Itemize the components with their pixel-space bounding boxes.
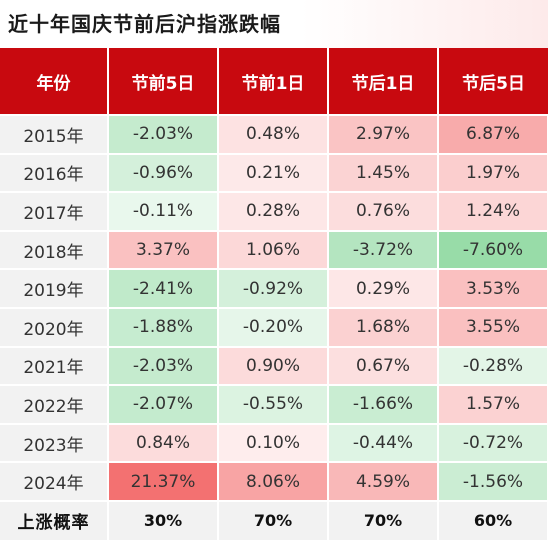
value-cell: -0.11% (108, 192, 219, 232)
summary-value: 30% (108, 500, 219, 540)
value-cell: -0.28% (438, 346, 548, 387)
table-body: 2015年 -2.03% 0.48% 2.97% 6.87% 2016年 -0.96% 0.2… (0, 115, 548, 540)
value-cell: 1.24% (438, 192, 548, 232)
value-cell: 1.97% (438, 153, 548, 194)
value-cell: 4.59% (328, 462, 439, 502)
value-cell: 6.87% (438, 115, 548, 155)
year-cell: 2018年 (0, 230, 109, 271)
header-row: 年份 节前5日 节前1日 节后1日 节后5日 (0, 48, 548, 116)
value-cell: -7.60% (438, 230, 548, 271)
value-cell: 0.21% (218, 153, 329, 194)
year-cell: 2022年 (0, 385, 109, 425)
year-cell: 2015年 (0, 115, 109, 155)
table-row: 2016年 -0.96% 0.21% 1.45% 1.97% (0, 153, 548, 194)
year-cell: 2020年 (0, 307, 109, 348)
value-cell: 1.57% (438, 385, 548, 425)
table-row: 2020年 -1.88% -0.20% 1.68% 3.55% (0, 307, 548, 348)
summary-value: 70% (328, 500, 439, 540)
value-cell: 3.55% (438, 307, 548, 348)
value-cell: 1.68% (328, 307, 439, 348)
year-cell: 2017年 (0, 192, 109, 232)
value-cell: -0.44% (328, 423, 439, 464)
value-cell: 1.06% (218, 230, 329, 271)
table-row: 2015年 -2.03% 0.48% 2.97% 6.87% (0, 115, 548, 155)
table-row: 2023年 0.84% 0.10% -0.44% -0.72% (0, 423, 548, 464)
value-cell: -0.72% (438, 423, 548, 464)
summary-value: 60% (438, 500, 548, 540)
summary-value: 70% (218, 500, 329, 540)
value-cell: -2.03% (108, 115, 219, 155)
value-cell: 21.37% (108, 462, 219, 502)
value-cell: 8.06% (218, 462, 329, 502)
value-cell: -2.41% (108, 269, 219, 309)
value-cell: -1.66% (328, 385, 439, 425)
data-table: 年份 节前5日 节前1日 节后1日 节后5日 2015年 -2.03% 0.48% 2… (0, 48, 548, 540)
value-cell: -2.03% (108, 346, 219, 387)
header-pre5: 节前5日 (108, 48, 219, 116)
year-cell: 2021年 (0, 346, 109, 387)
header-post1: 节后1日 (328, 48, 439, 116)
table-row: 2019年 -2.41% -0.92% 0.29% 3.53% (0, 269, 548, 309)
value-cell: -0.55% (218, 385, 329, 425)
header-year: 年份 (0, 48, 109, 116)
year-cell: 2024年 (0, 462, 109, 502)
year-cell: 2016年 (0, 153, 109, 194)
value-cell: 0.48% (218, 115, 329, 155)
value-cell: 0.29% (328, 269, 439, 309)
value-cell: -2.07% (108, 385, 219, 425)
value-cell: 0.90% (218, 346, 329, 387)
table-row: 2018年 3.37% 1.06% -3.72% -7.60% (0, 230, 548, 271)
table-row: 2024年 21.37% 8.06% 4.59% -1.56% (0, 462, 548, 502)
value-cell: 3.53% (438, 269, 548, 309)
value-cell: 0.76% (328, 192, 439, 232)
value-cell: -3.72% (328, 230, 439, 271)
value-cell: -0.20% (218, 307, 329, 348)
value-cell: 0.10% (218, 423, 329, 464)
value-cell: -1.56% (438, 462, 548, 502)
summary-row: 上涨概率 30% 70% 70% 60% (0, 500, 548, 540)
table-row: 2021年 -2.03% 0.90% 0.67% -0.28% (0, 346, 548, 387)
year-cell: 2023年 (0, 423, 109, 464)
header-pre1: 节前1日 (218, 48, 329, 116)
header-post5: 节后5日 (438, 48, 548, 116)
value-cell: 1.45% (328, 153, 439, 194)
value-cell: -1.88% (108, 307, 219, 348)
year-cell: 2019年 (0, 269, 109, 309)
summary-label: 上涨概率 (0, 500, 109, 540)
table-row: 2022年 -2.07% -0.55% -1.66% 1.57% (0, 385, 548, 425)
value-cell: 3.37% (108, 230, 219, 271)
value-cell: -0.92% (218, 269, 329, 309)
chart-title: 近十年国庆节前后沪指涨跌幅 (8, 12, 281, 36)
value-cell: 2.97% (328, 115, 439, 155)
table-row: 2017年 -0.11% 0.28% 0.76% 1.24% (0, 192, 548, 232)
value-cell: 0.67% (328, 346, 439, 387)
title-band (0, 0, 548, 48)
value-cell: 0.84% (108, 423, 219, 464)
value-cell: -0.96% (108, 153, 219, 194)
value-cell: 0.28% (218, 192, 329, 232)
